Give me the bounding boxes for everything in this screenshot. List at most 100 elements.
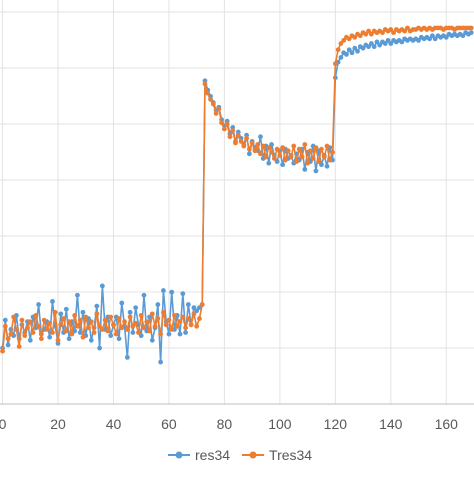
- data-point: [385, 38, 391, 43]
- data-point: [388, 27, 394, 32]
- data-point: [202, 81, 208, 87]
- data-point: [344, 51, 349, 57]
- data-point: [391, 30, 396, 36]
- x-tick-label: 0: [0, 416, 7, 432]
- data-point: [388, 41, 394, 46]
- data-point: [163, 322, 169, 328]
- data-point: [180, 291, 186, 297]
- data-point: [291, 143, 297, 149]
- data-point: [319, 162, 324, 168]
- data-point: [468, 30, 474, 36]
- x-tick-label: 20: [50, 416, 66, 432]
- data-point: [63, 328, 69, 334]
- data-point: [271, 156, 277, 161]
- data-point: [416, 38, 421, 43]
- data-point: [224, 121, 230, 127]
- data-point: [169, 289, 175, 295]
- data-point: [468, 25, 474, 31]
- data-point: [161, 309, 166, 315]
- data-point: [19, 317, 25, 323]
- legend-item-Tres34: Tres34: [242, 447, 312, 463]
- data-point: [130, 330, 136, 335]
- data-point: [319, 146, 324, 152]
- data-point: [147, 328, 152, 334]
- data-point: [25, 325, 30, 331]
- data-point: [119, 325, 125, 331]
- data-point: [377, 42, 383, 48]
- data-point: [263, 154, 269, 160]
- data-point: [227, 134, 233, 140]
- series-Tres34: [0, 25, 474, 354]
- data-point: [238, 139, 244, 144]
- data-point: [50, 330, 55, 335]
- data-point: [302, 142, 308, 147]
- data-point: [274, 159, 280, 165]
- data-point: [127, 314, 133, 320]
- data-point: [36, 323, 41, 329]
- data-point: [269, 142, 274, 147]
- legend-item-res34: res34: [168, 447, 230, 463]
- data-point: [230, 128, 236, 133]
- data-point: [36, 302, 41, 307]
- x-tick-label: 40: [106, 416, 122, 432]
- data-point: [241, 143, 247, 149]
- data-point: [357, 33, 363, 39]
- data-point: [66, 319, 72, 325]
- data-point: [335, 47, 341, 53]
- data-point: [2, 317, 8, 323]
- x-tick-label: 100: [268, 416, 292, 432]
- data-point: [246, 146, 252, 152]
- data-point: [219, 120, 225, 126]
- data-point: [460, 33, 466, 39]
- data-point: [130, 323, 136, 329]
- data-point: [91, 330, 97, 335]
- data-point: [30, 330, 36, 335]
- data-point: [94, 303, 100, 309]
- x-tick-label: 80: [217, 416, 233, 432]
- data-point: [124, 327, 130, 332]
- data-point: [183, 330, 188, 335]
- data-point: [368, 41, 374, 46]
- data-point: [338, 55, 344, 60]
- data-point: [255, 142, 261, 147]
- data-point: [72, 313, 78, 318]
- data-point: [249, 140, 255, 146]
- data-point: [277, 152, 283, 158]
- data-point: [11, 314, 17, 320]
- data-point: [330, 149, 335, 155]
- data-point: [216, 106, 222, 112]
- data-point: [41, 317, 47, 323]
- data-point: [113, 331, 119, 337]
- data-point: [133, 305, 139, 311]
- data-point: [368, 31, 374, 37]
- data-point: [185, 316, 191, 321]
- data-point: [299, 154, 305, 160]
- data-point: [58, 322, 64, 328]
- data-point: [313, 145, 319, 151]
- data-point: [338, 41, 344, 46]
- legend-swatch-marker: [175, 451, 183, 459]
- series-line-Tres34: [1, 27, 472, 352]
- data-point: [399, 39, 405, 45]
- data-point: [75, 323, 80, 329]
- data-point: [55, 337, 61, 343]
- data-point: [5, 336, 11, 342]
- data-point: [2, 323, 8, 329]
- data-point: [149, 337, 155, 343]
- data-point: [285, 148, 291, 154]
- data-point: [63, 306, 69, 312]
- data-point: [307, 148, 313, 154]
- data-point: [127, 309, 133, 315]
- data-point: [177, 319, 183, 325]
- data-point: [58, 311, 64, 317]
- data-point: [346, 47, 352, 53]
- legend: res34 Tres34: [168, 447, 312, 463]
- data-point: [94, 311, 100, 317]
- data-point: [360, 45, 366, 51]
- data-point: [266, 145, 272, 151]
- data-point: [180, 314, 186, 320]
- series-line-res34: [1, 31, 472, 363]
- data-point: [47, 334, 53, 340]
- data-point: [0, 348, 5, 354]
